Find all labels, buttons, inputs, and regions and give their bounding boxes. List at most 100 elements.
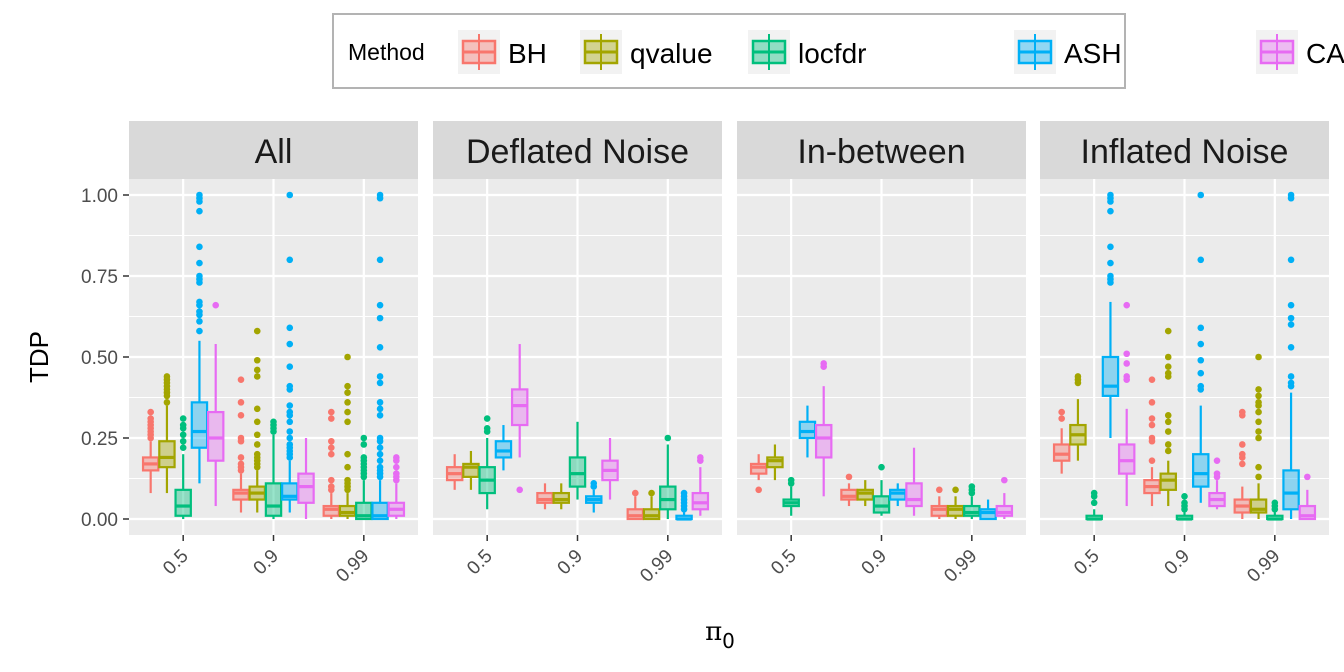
outlier-point bbox=[1287, 321, 1295, 328]
outlier-point bbox=[1107, 272, 1114, 280]
box-qvalue bbox=[1249, 353, 1268, 519]
box-ash bbox=[675, 489, 693, 521]
outlier-point bbox=[286, 408, 294, 416]
y-tick-label: 0.25 bbox=[81, 429, 118, 450]
outlier-point bbox=[286, 363, 294, 371]
outlier-point bbox=[1271, 499, 1279, 507]
facet-strip bbox=[129, 121, 418, 179]
outlier-point bbox=[1255, 463, 1262, 471]
outlier-point bbox=[376, 379, 384, 387]
box-cash bbox=[1208, 457, 1226, 510]
outlier-point bbox=[1164, 428, 1172, 435]
x-tick-label: 0.99 bbox=[332, 546, 373, 587]
outlier-point bbox=[196, 272, 203, 280]
outlier-point bbox=[1148, 434, 1156, 442]
outlier-point bbox=[376, 301, 384, 309]
outlier-point bbox=[253, 405, 261, 413]
outlier-point bbox=[196, 318, 203, 325]
outlier-point bbox=[952, 486, 959, 494]
box-qvalue bbox=[158, 373, 176, 494]
outlier-point bbox=[1164, 441, 1172, 448]
x-axis-title-main: π bbox=[705, 617, 722, 647]
outlier-point bbox=[344, 418, 351, 426]
outlier-point bbox=[1197, 356, 1205, 364]
outlier-point bbox=[360, 434, 368, 442]
outlier-point bbox=[196, 243, 203, 251]
box-ash bbox=[1282, 191, 1300, 519]
outlier-point bbox=[376, 314, 384, 322]
outlier-point bbox=[1123, 360, 1130, 367]
outlier-point bbox=[393, 463, 400, 471]
outlier-point bbox=[1197, 191, 1205, 199]
box-cash bbox=[1298, 473, 1317, 521]
box-iqr bbox=[963, 504, 981, 517]
box-locfdr bbox=[478, 415, 496, 510]
box-cash bbox=[814, 360, 833, 497]
outlier-point bbox=[1058, 408, 1065, 416]
box-iqr bbox=[322, 504, 341, 517]
outlier-point bbox=[237, 376, 245, 383]
box-iqr bbox=[946, 504, 965, 517]
outlier-point bbox=[196, 327, 203, 335]
box-ash bbox=[1101, 191, 1120, 438]
outlier-point bbox=[212, 301, 219, 309]
box-iqr bbox=[158, 440, 176, 469]
box-qvalue bbox=[856, 480, 874, 507]
facet-strip bbox=[737, 121, 1026, 179]
box-bh bbox=[626, 489, 645, 521]
legend: Method BH qvalue locfdr ASH CASH bbox=[332, 13, 1344, 89]
legend-label: CASH bbox=[1306, 38, 1344, 69]
outlier-point bbox=[253, 327, 261, 335]
x-tick-label: 0.99 bbox=[940, 546, 981, 587]
outlier-point bbox=[1123, 301, 1130, 309]
outlier-point bbox=[253, 373, 261, 380]
outlier-point bbox=[1164, 353, 1172, 361]
outlier-point bbox=[163, 373, 171, 380]
box-bh bbox=[141, 408, 160, 494]
outlier-point bbox=[393, 470, 400, 477]
x-tick-label: 0.9 bbox=[250, 546, 284, 580]
legend-title: Method bbox=[348, 39, 425, 65]
outlier-point bbox=[328, 450, 335, 458]
x-tick-label: 0.5 bbox=[159, 546, 193, 580]
box-ash bbox=[494, 425, 513, 471]
box-cash bbox=[297, 438, 315, 519]
outlier-point bbox=[1148, 457, 1156, 464]
box-locfdr bbox=[1266, 499, 1284, 521]
box-locfdr bbox=[568, 421, 587, 500]
outlier-point bbox=[147, 408, 154, 416]
box-iqr bbox=[1282, 469, 1300, 511]
box-iqr bbox=[1052, 443, 1071, 462]
outlier-point bbox=[253, 366, 261, 374]
outlier-point bbox=[1197, 340, 1205, 348]
box-locfdr bbox=[782, 476, 800, 516]
outlier-point bbox=[1255, 399, 1262, 406]
outlier-point bbox=[1148, 399, 1156, 406]
outlier-point bbox=[344, 450, 351, 458]
outlier-point bbox=[270, 418, 277, 426]
facet-strip bbox=[433, 121, 722, 179]
outlier-point bbox=[376, 444, 384, 452]
outlier-point bbox=[237, 412, 245, 419]
box-locfdr bbox=[872, 463, 891, 516]
outlier-point bbox=[845, 473, 853, 481]
legend-key-boxplot-icon bbox=[580, 30, 622, 74]
outlier-point bbox=[286, 256, 294, 264]
outlier-point bbox=[286, 340, 294, 348]
box-iqr bbox=[749, 462, 768, 475]
outlier-point bbox=[344, 382, 351, 390]
box-qvalue bbox=[1159, 327, 1177, 507]
outlier-point bbox=[483, 415, 491, 422]
box-cash bbox=[510, 344, 529, 494]
outlier-point bbox=[376, 412, 384, 419]
outlier-point bbox=[328, 483, 335, 490]
outlier-point bbox=[376, 343, 384, 351]
outlier-point bbox=[1255, 408, 1262, 416]
outlier-point bbox=[286, 324, 294, 332]
box-iqr bbox=[814, 423, 833, 459]
outlier-point bbox=[1058, 415, 1065, 422]
x-tick-label: 0.9 bbox=[554, 546, 588, 580]
outlier-point bbox=[286, 382, 294, 390]
box-iqr bbox=[1101, 355, 1120, 397]
outlier-point bbox=[237, 434, 245, 442]
